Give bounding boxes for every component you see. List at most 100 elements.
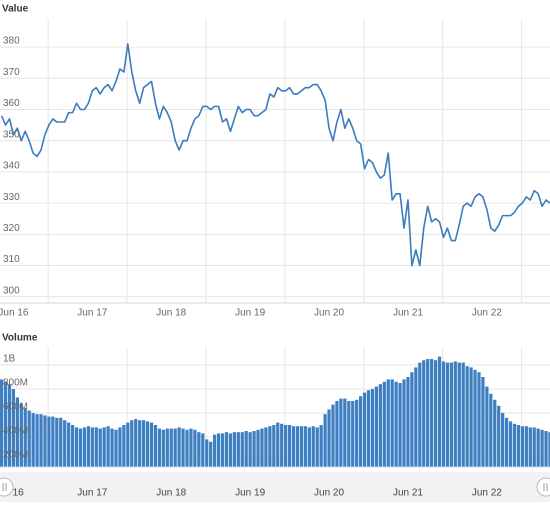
volume-bar [291,426,296,467]
volume-bar [323,414,327,467]
volume-bar [3,381,8,467]
volume-bar [457,362,461,467]
plot-layer: Value 300 310 320 330 340 350 360 370 380 Jun 16 Ju… [0,4,550,468]
volume-bar [544,431,548,467]
volume-bar [106,426,110,467]
volume-bar [394,381,398,467]
volume-bar [35,414,39,467]
volume-bar [343,398,347,467]
volume-bar [145,421,150,467]
volume-bar [169,428,173,467]
volume-bar [469,367,473,467]
volume-bar [430,359,434,467]
volume-bar [90,427,94,467]
navigator-label: Jun 19 [235,488,265,499]
x-tick-label: Jun 18 [156,308,186,319]
volume-bar [319,425,323,467]
volume-bar [299,426,304,467]
volume-bar [134,419,138,467]
volume-bar [493,399,497,467]
volume-bar [339,398,343,467]
volume-bar [153,425,158,467]
volume-bar [398,383,402,467]
volume-bar [382,381,386,467]
volume-bar [501,413,505,467]
volume-bar [410,372,414,467]
volume-bar [370,389,375,467]
y-tick-label: 800M [3,378,28,389]
volume-bar [78,428,83,467]
volume-bar [264,427,268,467]
volume-bar [362,392,367,467]
navigator-label: Jun 21 [393,488,423,499]
volume-bar [138,420,142,467]
x-tick-label: Jun 22 [472,308,502,319]
volume-bar [497,405,501,467]
volume-bar [70,425,75,467]
volume-bar [449,362,453,467]
volume-bar [15,397,19,467]
volume-bar [386,379,390,467]
volume-bar [157,428,162,467]
volume-bar [284,425,288,467]
y-tick-label: 370 [3,67,20,78]
volume-bar [244,431,248,467]
x-tick-label: Jun 17 [77,308,107,319]
volume-bar [358,396,363,467]
y-tick-label: 340 [3,161,20,172]
volume-bar [307,427,311,467]
volume-bar [209,441,213,467]
volume-bar [414,367,418,467]
volume-bar [532,427,536,467]
y-tick-label: 400M [3,426,28,437]
volume-bar [366,390,371,467]
volume-bar [165,428,169,467]
navigator-band [0,472,550,502]
volume-bar [141,420,146,467]
volume-bar [224,432,229,467]
volume-bar [55,417,59,467]
volume-bar [390,379,394,467]
volume-bar [378,384,382,467]
volume-bar [248,432,252,467]
volume-bar [276,422,280,467]
y-tick-label: 310 [3,254,20,265]
y-tick-label: 200M [3,450,28,461]
volume-bar [51,416,55,467]
volume-bar [67,422,71,467]
volume-bar [303,426,307,467]
volume-bar [240,432,244,467]
volume-bar [540,429,544,467]
volume-bar [347,401,351,467]
volume-bar [98,428,102,467]
volume-bar [74,427,79,467]
x-tick-label: Jun 19 [235,308,265,319]
volume-bar [426,359,430,467]
volume-bar [335,401,339,467]
volume-bar [516,425,521,467]
volume-bar [122,425,126,467]
volume-bar [477,372,481,467]
volume-bar [406,377,410,467]
volume-bar [355,399,359,467]
volume-bar [272,425,276,467]
volume-bar [201,433,205,467]
y-tick-label: 380 [3,36,20,47]
volume-bar [422,360,426,467]
volume-bar [548,432,550,467]
volume-bar [11,389,16,467]
volume-bar [193,429,197,467]
y-tick-label: 360 [3,98,20,109]
volume-bar [536,428,540,467]
volume-bar [402,379,406,467]
volume-bar [161,429,165,467]
volume-bar [260,428,264,467]
volume-bar [524,426,528,467]
navigator-label: Jun 17 [77,488,107,499]
volume-bar [351,401,355,467]
volume-bar [126,422,130,467]
volume-bar [94,427,98,467]
volume-bar [39,414,43,467]
